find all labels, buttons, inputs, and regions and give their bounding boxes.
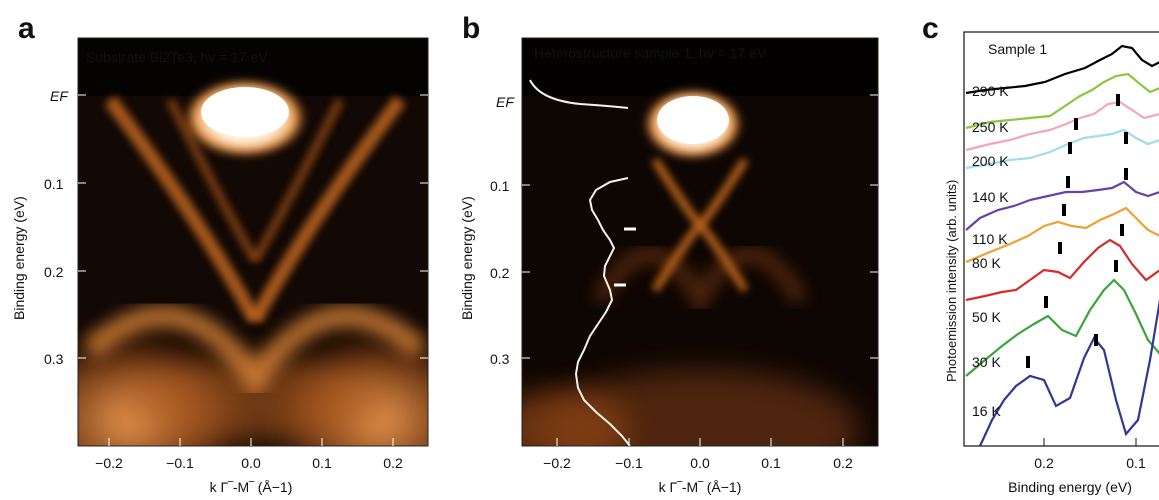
label-30K: 30 K [972, 354, 1001, 370]
spectrum-30K [965, 278, 1159, 377]
arpes-map-a [78, 38, 428, 446]
y-tick-b-0.1: 0.1 [490, 178, 510, 194]
x-tick-c-2: 0.1 [1126, 455, 1146, 471]
y-tick-a-ef: EF [50, 88, 69, 104]
y-axis-b: EF 0.1 0.2 0.3 Binding energy (eV) [459, 94, 878, 367]
label-80K: 80 K [972, 255, 1001, 271]
x-tick-a-2: −0.1 [166, 455, 194, 471]
y-label-b: Binding energy (eV) [459, 196, 475, 320]
x-label-c: Binding energy (eV) [1008, 479, 1132, 495]
x-tick-b-5: 0.2 [833, 455, 853, 471]
x-tick-a-5: 0.2 [383, 455, 403, 471]
x-tick-b-4: 0.1 [761, 455, 781, 471]
x-axis-c: 0.2 0.1 Binding energy (eV) [1008, 438, 1146, 495]
edc-curve-lower [574, 177, 631, 446]
y-tick-a-0.1: 0.1 [44, 176, 64, 192]
peak-marker [1066, 176, 1070, 188]
peak-marker [1114, 260, 1118, 272]
y-tick-b-0.3: 0.3 [490, 351, 510, 367]
y-tick-a-0.3: 0.3 [44, 351, 64, 367]
spectrum-50K [965, 238, 1159, 302]
spectrum-140K [965, 128, 1159, 170]
banner-a: Substrate Bi2Te3, hν = 17 eV [86, 49, 268, 65]
x-axis-b: −0.2 −0.1 0.0 0.1 0.2 k Γ‾-M‾ (Å−1) [543, 438, 853, 495]
spectrum-110K [965, 180, 1159, 231]
y-tick-b-0.2: 0.2 [490, 265, 510, 281]
x-tick-b-1: −0.2 [543, 455, 571, 471]
label-50K: 50 K [972, 309, 1001, 325]
spectrum-80K [965, 206, 1159, 264]
frame-c [963, 31, 1159, 447]
peak-marker [1120, 224, 1124, 236]
peak-marker [1026, 356, 1030, 368]
y-axis-a: EF 0.1 0.2 0.3 Binding energy (eV) [11, 88, 428, 367]
spectra-c [965, 44, 1159, 447]
spectrum-16K [979, 299, 1159, 447]
x-tick-a-1: −0.2 [95, 455, 123, 471]
peak-marker [1116, 94, 1120, 106]
x-label-b: k Γ‾-M‾ (Å−1) [659, 479, 742, 495]
peak-marker [1058, 242, 1062, 254]
x-axis-a: −0.2 −0.1 0.0 0.1 0.2 k Γ‾-M‾ (Å−1) [95, 438, 403, 495]
peak-marker [1068, 142, 1072, 154]
peak-marker [1062, 204, 1066, 216]
x-tick-a-4: 0.1 [312, 455, 332, 471]
frame-a [77, 37, 429, 447]
peak-marker [1074, 118, 1078, 130]
spectrum-200K [965, 100, 1159, 152]
peak-markers-c [1026, 94, 1128, 368]
label-140K: 140 K [972, 189, 1009, 205]
label-110K: 110 K [972, 231, 1008, 247]
panel-letter-b: b [462, 12, 481, 45]
x-label-a: k Γ‾-M‾ (Å−1) [210, 479, 293, 495]
y-tick-a-0.2: 0.2 [44, 264, 64, 280]
peak-marker [1124, 132, 1128, 144]
x-tick-c-1: 0.2 [1034, 455, 1054, 471]
y-tick-b-ef: EF [496, 94, 515, 110]
edc-curve-upper [529, 79, 629, 109]
panel-letter-a: a [18, 12, 35, 45]
x-tick-b-3: 0.0 [690, 455, 710, 471]
panel-letter-c: c [922, 12, 939, 45]
peak-marker [1094, 334, 1098, 346]
y-label-a: Binding energy (eV) [11, 196, 27, 320]
label-200K: 200 K [972, 153, 1009, 169]
spectrum-250K [965, 72, 1159, 130]
peak-marker [1044, 296, 1048, 308]
inset-label-c: Sample 1 [988, 41, 1047, 57]
y-label-c: Photoemission intensity (arb. units) [944, 180, 959, 382]
x-tick-b-2: −0.1 [615, 455, 643, 471]
temperature-labels-c: 290 K 250 K 200 K 140 K 110 K 80 K 50 K … [972, 83, 1009, 419]
label-250K: 250 K [972, 119, 1009, 135]
label-290K: 290 K [972, 83, 1009, 99]
arpes-map-b [522, 38, 878, 446]
label-16K: 16 K [972, 403, 1001, 419]
x-tick-a-3: 0.0 [241, 455, 261, 471]
spectrum-290K [965, 44, 1159, 95]
peak-marker [1124, 168, 1128, 180]
banner-b: Heterostructure sample 1, hν = 17 eV [534, 45, 767, 61]
